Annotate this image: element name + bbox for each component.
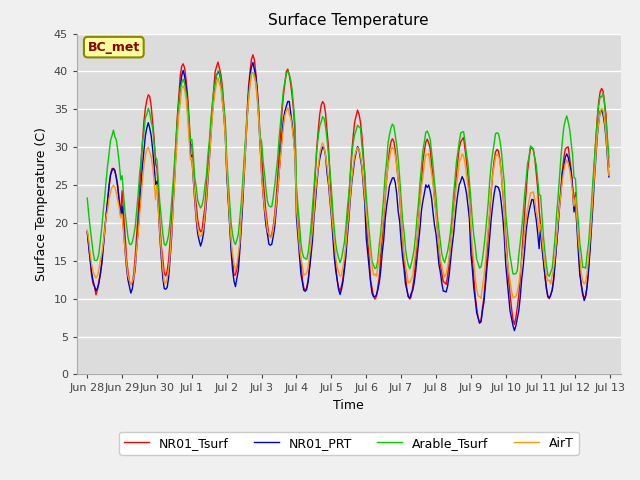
- NR01_PRT: [266, 242, 274, 248]
- Arable_Tsurf: [545, 273, 553, 279]
- NR01_Tsurf: [83, 229, 91, 235]
- AirT: [313, 177, 321, 182]
- NR01_PRT: [239, 200, 246, 206]
- AirT: [477, 296, 485, 301]
- AirT: [579, 278, 587, 284]
- NR01_Tsurf: [249, 52, 257, 58]
- Title: Surface Temperature: Surface Temperature: [269, 13, 429, 28]
- AirT: [266, 235, 274, 241]
- X-axis label: Time: Time: [333, 399, 364, 412]
- NR01_PRT: [83, 228, 91, 234]
- AirT: [258, 172, 266, 178]
- Line: AirT: AirT: [87, 72, 609, 299]
- Y-axis label: Surface Temperature (C): Surface Temperature (C): [35, 127, 48, 281]
- NR01_PRT: [605, 174, 612, 180]
- Text: BC_met: BC_met: [88, 41, 140, 54]
- NR01_Tsurf: [313, 144, 321, 150]
- AirT: [83, 228, 91, 233]
- Arable_Tsurf: [147, 119, 155, 124]
- Arable_Tsurf: [257, 134, 264, 140]
- Line: NR01_Tsurf: NR01_Tsurf: [87, 55, 609, 324]
- NR01_Tsurf: [605, 164, 612, 170]
- NR01_Tsurf: [258, 152, 266, 158]
- NR01_Tsurf: [147, 104, 155, 109]
- NR01_PRT: [313, 181, 321, 187]
- NR01_Tsurf: [239, 194, 246, 200]
- NR01_PRT: [579, 290, 587, 296]
- NR01_PRT: [249, 60, 257, 65]
- Legend: NR01_Tsurf, NR01_PRT, Arable_Tsurf, AirT: NR01_Tsurf, NR01_PRT, Arable_Tsurf, AirT: [119, 432, 579, 455]
- AirT: [249, 69, 257, 75]
- AirT: [147, 154, 155, 160]
- Arable_Tsurf: [313, 147, 321, 153]
- Arable_Tsurf: [265, 203, 273, 209]
- Arable_Tsurf: [284, 68, 292, 74]
- Arable_Tsurf: [239, 178, 246, 184]
- NR01_PRT: [511, 328, 518, 334]
- Arable_Tsurf: [579, 264, 587, 270]
- NR01_Tsurf: [266, 234, 274, 240]
- NR01_PRT: [258, 171, 266, 177]
- NR01_PRT: [147, 133, 155, 139]
- NR01_Tsurf: [511, 322, 518, 327]
- AirT: [605, 172, 612, 178]
- Line: NR01_PRT: NR01_PRT: [87, 62, 609, 331]
- AirT: [239, 192, 246, 198]
- Arable_Tsurf: [83, 195, 91, 201]
- Line: Arable_Tsurf: Arable_Tsurf: [87, 71, 609, 276]
- Arable_Tsurf: [605, 155, 612, 160]
- NR01_Tsurf: [579, 293, 587, 299]
